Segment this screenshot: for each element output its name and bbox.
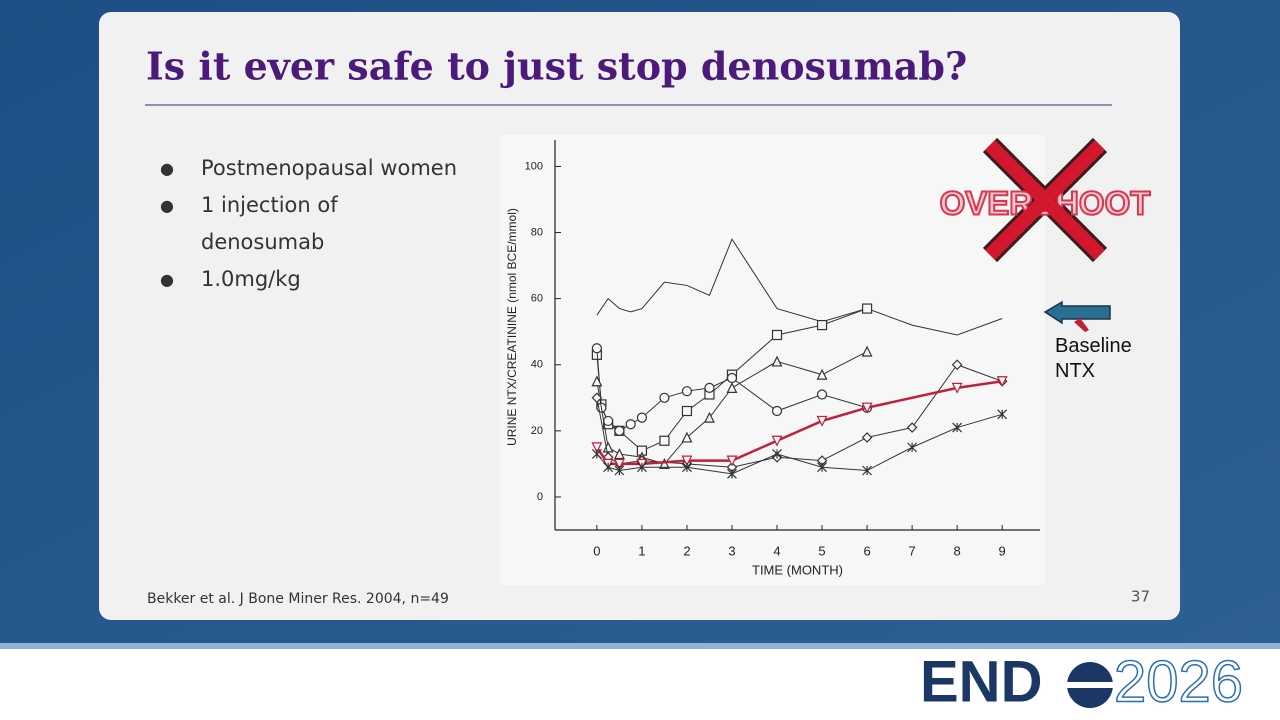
series-line [596, 238, 1003, 336]
cursor [1074, 318, 1089, 332]
logo-left: END [920, 649, 1042, 714]
x-tick-label: 1 [638, 543, 645, 558]
marker [681, 455, 693, 467]
slide-title: Is it ever safe to just stop denosumab? [146, 44, 967, 89]
marker [591, 375, 603, 387]
marker [682, 462, 692, 473]
marker [816, 415, 828, 427]
bullet: Postmenopausal women [160, 150, 491, 187]
x-tick-label: 8 [954, 543, 961, 558]
chart-image [500, 135, 1045, 585]
marker [636, 412, 648, 423]
marker [613, 448, 625, 460]
marker [703, 411, 715, 423]
x-tick-label: 6 [863, 543, 870, 558]
baseline-label: Baseline NTX [1055, 335, 1132, 382]
x-tick-label: 2 [683, 543, 690, 558]
y-tick-label: 20 [531, 425, 543, 437]
marker [603, 462, 614, 473]
x-mark [985, 140, 1105, 260]
marker [771, 435, 783, 447]
marker [997, 409, 1008, 420]
x-tick-label: 5 [818, 543, 825, 558]
x-axis-label: TIME (MONTH) [752, 562, 843, 577]
globe-band [1066, 682, 1114, 688]
baseline-arrow [1043, 300, 1111, 325]
y-tick-label: 80 [531, 226, 543, 238]
marker [816, 368, 828, 380]
y-tick-label: 40 [531, 359, 543, 371]
marker [816, 389, 828, 400]
marker [906, 422, 918, 433]
marker [659, 435, 670, 446]
logo-right: 2026 [1114, 649, 1243, 714]
plot: 0 20 40 60 80 100 0 1 2 3 4 5 6 7 8 9 TIME (MONTH) URINE … [505, 140, 1040, 577]
marker [816, 319, 828, 331]
bullet-list: Postmenopausal women 1 injection of deno… [160, 150, 491, 298]
marker [658, 458, 670, 469]
page-number: 37 [1131, 588, 1150, 606]
divider [0, 643, 1280, 649]
marker [771, 355, 783, 367]
bullet: 1.0mg/kg [160, 261, 491, 298]
y-tick-label: 60 [531, 293, 543, 305]
marker [951, 359, 963, 371]
marker [614, 425, 625, 436]
marker [591, 392, 603, 404]
marker [862, 465, 872, 476]
marker [861, 303, 873, 314]
y-axis-label: URINE NTX/CREATININE (nmol BCE/mmol) [505, 208, 519, 446]
marker [625, 419, 636, 430]
x-tick-label: 4 [773, 543, 780, 558]
marker [771, 405, 783, 417]
marker [659, 392, 670, 403]
marker [861, 432, 873, 443]
marker [727, 468, 737, 479]
marker [614, 465, 625, 476]
marker [952, 422, 963, 433]
marker [704, 382, 715, 393]
marker [771, 329, 783, 341]
x-tick-label: 9 [999, 543, 1006, 558]
marker [996, 376, 1008, 388]
marker [726, 455, 738, 467]
marker [591, 343, 602, 354]
marker [681, 431, 693, 443]
y-tick-label: 100 [525, 160, 543, 172]
marker [907, 442, 918, 453]
marker [772, 449, 782, 459]
marker [726, 372, 738, 384]
marker [861, 345, 873, 357]
marker [726, 382, 738, 393]
marker [681, 405, 693, 417]
logo-globe [1066, 662, 1114, 708]
series-line [596, 413, 1003, 475]
marker [636, 462, 647, 473]
x-tick-label: 7 [908, 543, 915, 558]
bullet: 1 injection of denosumab [160, 187, 361, 261]
marker [603, 415, 614, 427]
marker [613, 458, 625, 470]
citation: Bekker et al. J Bone Miner Res. 2004, n=… [147, 591, 449, 607]
y-tick-label: 0 [537, 491, 543, 503]
x-tick-label: 3 [728, 543, 735, 558]
marker [817, 462, 827, 473]
marker [591, 442, 603, 454]
marker [591, 449, 602, 459]
marker [951, 382, 963, 394]
marker [861, 402, 873, 414]
marker [681, 386, 693, 397]
x-tick-label: 0 [593, 543, 600, 558]
